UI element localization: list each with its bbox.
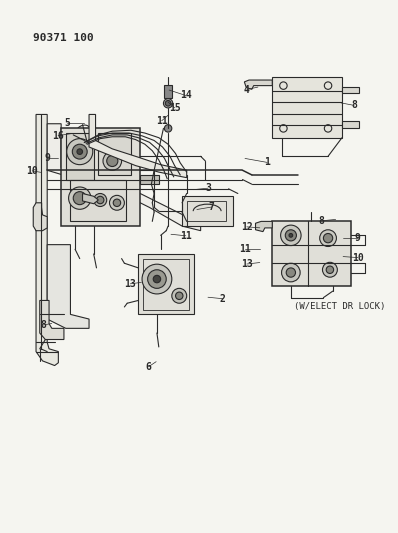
Bar	[187, 201, 226, 221]
Bar	[61, 128, 140, 226]
Circle shape	[96, 196, 104, 204]
Circle shape	[109, 196, 125, 210]
Text: 9: 9	[355, 233, 361, 243]
Circle shape	[72, 144, 87, 159]
Polygon shape	[256, 221, 272, 232]
Polygon shape	[36, 115, 59, 366]
Circle shape	[77, 149, 82, 155]
Bar	[143, 259, 189, 310]
Bar	[182, 196, 233, 226]
Text: 11: 11	[180, 231, 192, 241]
Text: 10: 10	[26, 166, 38, 176]
Polygon shape	[47, 245, 89, 328]
Text: 10: 10	[352, 253, 364, 263]
Text: 13: 13	[241, 259, 253, 269]
Circle shape	[164, 125, 172, 132]
Circle shape	[107, 155, 118, 166]
Circle shape	[324, 233, 333, 243]
Polygon shape	[68, 133, 80, 139]
Text: 5: 5	[64, 118, 70, 128]
Polygon shape	[40, 301, 64, 340]
Polygon shape	[89, 115, 187, 177]
Text: 8: 8	[351, 100, 357, 110]
Text: 11: 11	[156, 116, 168, 126]
Text: 12: 12	[241, 222, 253, 232]
Polygon shape	[342, 86, 359, 93]
Text: 16: 16	[52, 131, 64, 141]
Circle shape	[165, 101, 171, 106]
Circle shape	[172, 288, 187, 303]
Circle shape	[67, 139, 93, 165]
Circle shape	[164, 99, 173, 108]
Text: 2: 2	[220, 294, 226, 304]
Polygon shape	[33, 203, 47, 231]
Text: 8: 8	[318, 216, 324, 226]
Text: 8: 8	[40, 320, 46, 330]
Text: 9: 9	[44, 154, 50, 164]
Bar	[98, 133, 131, 175]
Text: 14: 14	[180, 91, 192, 101]
Circle shape	[289, 233, 293, 237]
Bar	[272, 77, 342, 138]
Circle shape	[286, 268, 295, 277]
Circle shape	[153, 276, 161, 283]
Polygon shape	[82, 193, 98, 204]
Text: 7: 7	[209, 202, 215, 212]
Text: 3: 3	[205, 183, 211, 193]
Bar	[164, 85, 172, 98]
Circle shape	[148, 270, 166, 288]
Circle shape	[94, 193, 107, 206]
Circle shape	[320, 230, 336, 246]
Polygon shape	[140, 175, 159, 184]
Text: 4: 4	[244, 85, 250, 94]
Circle shape	[285, 230, 297, 241]
Circle shape	[73, 192, 86, 205]
Circle shape	[103, 152, 122, 170]
Bar	[139, 254, 194, 314]
Text: (W/ELECT DR LOCK): (W/ELECT DR LOCK)	[294, 302, 385, 311]
Polygon shape	[244, 80, 272, 90]
Text: 11: 11	[239, 244, 251, 254]
Circle shape	[68, 187, 91, 209]
Text: 90371 100: 90371 100	[33, 33, 94, 43]
Bar	[70, 180, 126, 221]
Circle shape	[142, 264, 172, 294]
Text: 6: 6	[146, 361, 152, 372]
Text: 13: 13	[124, 279, 136, 289]
Circle shape	[326, 266, 334, 273]
Circle shape	[281, 263, 300, 282]
Bar	[66, 133, 94, 180]
Polygon shape	[47, 124, 201, 231]
Text: 1: 1	[264, 157, 270, 167]
Circle shape	[281, 225, 301, 246]
Circle shape	[113, 199, 121, 206]
Polygon shape	[342, 121, 359, 128]
Text: 15: 15	[169, 103, 181, 113]
Circle shape	[322, 262, 338, 277]
Bar	[272, 221, 351, 287]
Circle shape	[176, 292, 183, 300]
